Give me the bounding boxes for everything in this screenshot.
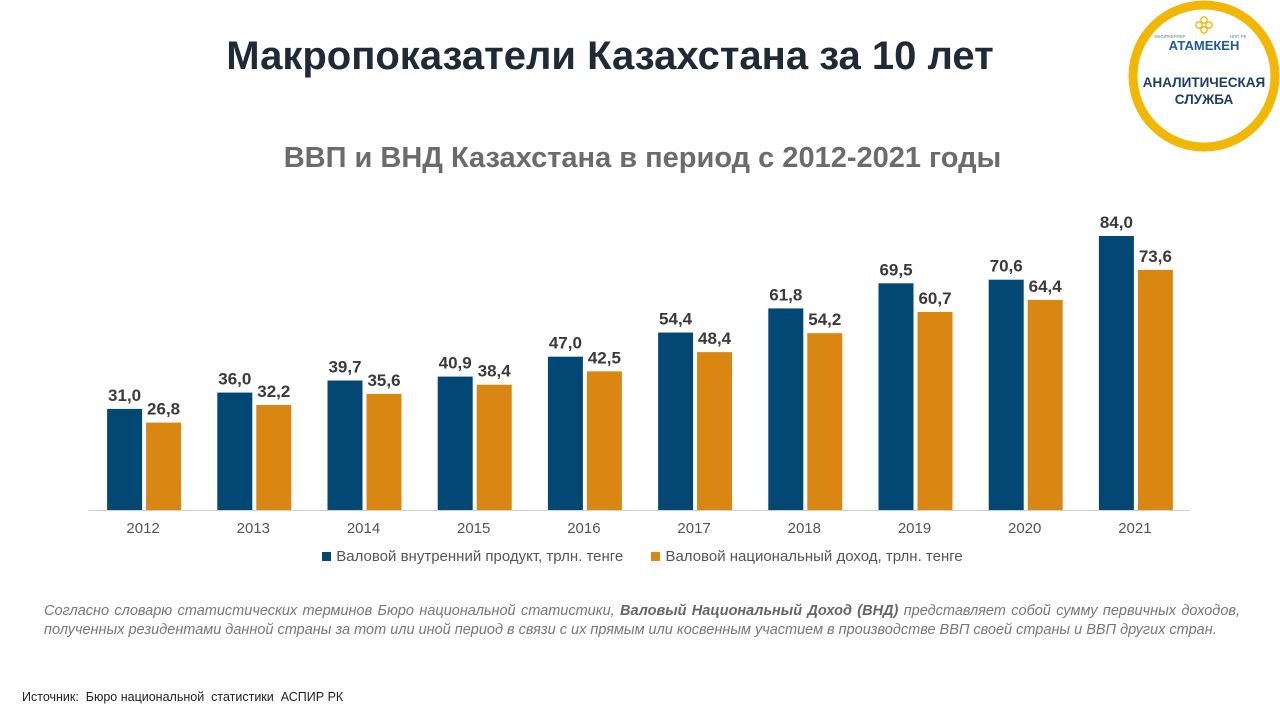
x-tick-label-2014: 2014	[347, 520, 380, 537]
note-part2: представляет собой сумму первичных доход…	[44, 603, 1240, 638]
x-tick-label-2015: 2015	[457, 520, 490, 537]
x-tick-label-2012: 2012	[126, 520, 159, 537]
bar-gdp-2017	[658, 332, 694, 510]
data-label-gni-2013: 32,2	[257, 382, 290, 401]
chart-legend: Валовой внутренний продукт, трлн. тенге …	[0, 548, 1280, 565]
data-label-gdp-2020: 70,6	[990, 257, 1023, 276]
data-label-gdp-2018: 61,8	[769, 285, 802, 304]
data-label-gdp-2014: 39,7	[328, 358, 361, 377]
x-tick-label-2021: 2021	[1118, 520, 1151, 537]
data-label-gdp-2019: 69,5	[879, 260, 912, 279]
logo-ring	[1128, 0, 1280, 152]
bar-gdp-2018	[768, 308, 804, 510]
atameken-logo: КӘСІПКЕРЛЕР НПП РК АТАМЕКЕН АНАЛИТИЧЕСКА…	[1128, 0, 1280, 152]
page-title: Макропоказатели Казахстана за 10 лет	[226, 34, 994, 78]
data-label-gdp-2017: 54,4	[659, 310, 693, 329]
bar-gdp-2021	[1098, 236, 1134, 510]
bar-gni-2020	[1027, 299, 1063, 510]
note-bold-term: Валовый Национальный Доход (ВНД)	[620, 603, 899, 619]
data-label-gni-2016: 42,5	[588, 348, 621, 367]
legend-swatch-gni	[651, 552, 661, 561]
legend-label-gdp: Валовой внутренний продукт, трлн. тенге	[336, 548, 624, 565]
legend-swatch-gdp	[322, 552, 332, 561]
bar-gni-2012	[146, 422, 182, 510]
legend-item-gdp: Валовой внутренний продукт, трлн. тенге	[322, 548, 623, 565]
note-part1: Согласно словарю статистических терминов…	[44, 603, 621, 619]
data-label-gni-2020: 64,4	[1029, 277, 1063, 296]
bar-gdp-2019	[878, 283, 914, 510]
logo-line2: СЛУЖБА	[1175, 92, 1234, 107]
data-label-gdp-2016: 47,0	[549, 334, 582, 353]
bar-gni-2019	[917, 312, 953, 510]
bar-gni-2017	[697, 352, 733, 510]
x-tick-label-2017: 2017	[677, 520, 710, 537]
source-note: Источник: Бюро национальной статистики А…	[22, 690, 344, 704]
bar-gdp-2013	[217, 392, 253, 510]
logo-small-right: НПП РК	[1230, 34, 1247, 39]
bar-gdp-2012	[107, 408, 143, 510]
logo-small-left: КӘСІПКЕРЛЕР	[1154, 34, 1185, 39]
x-tick-label-2018: 2018	[788, 520, 821, 537]
bar-gni-2015	[476, 384, 512, 510]
bar-gdp-2014	[327, 380, 363, 510]
data-label-gni-2021: 73,6	[1139, 247, 1172, 266]
legend-item-gni: Валовой национальный доход, трлн. тенге	[651, 548, 963, 565]
chart-title: ВВП и ВНД Казахстана в период с 2012-202…	[283, 142, 1002, 174]
data-label-gdp-2015: 40,9	[439, 354, 472, 373]
bar-gdp-2016	[547, 356, 583, 510]
bar-gni-2016	[586, 371, 622, 510]
data-label-gni-2019: 60,7	[918, 289, 951, 308]
x-tick-label-2020: 2020	[1008, 520, 1041, 537]
x-tick-label-2016: 2016	[567, 520, 600, 537]
bar-gni-2021	[1137, 269, 1173, 510]
definition-note: Согласно словарю статистических терминов…	[44, 602, 1240, 640]
logo-brand: АТАМЕКЕН	[1169, 38, 1240, 53]
data-label-gni-2018: 54,2	[808, 310, 841, 329]
bar-gni-2014	[366, 393, 402, 510]
bar-gdp-2020	[988, 279, 1024, 510]
data-label-gdp-2021: 84,0	[1100, 213, 1133, 232]
bar-gni-2013	[256, 404, 292, 510]
logo-flower-icon	[1195, 16, 1213, 34]
data-label-gdp-2012: 31,0	[108, 386, 141, 405]
x-tick-label-2019: 2019	[898, 520, 931, 537]
data-label-gni-2017: 48,4	[698, 329, 732, 348]
data-label-gni-2012: 26,8	[147, 400, 180, 419]
bar-gni-2018	[807, 333, 843, 510]
data-label-gni-2015: 38,4	[478, 362, 512, 381]
data-label-gni-2014: 35,6	[367, 371, 400, 390]
legend-label-gni: Валовой национальный доход, трлн. тенге	[665, 548, 963, 565]
bar-gdp-2015	[437, 376, 473, 510]
x-tick-label-2013: 2013	[237, 520, 270, 537]
data-label-gdp-2013: 36,0	[218, 370, 251, 389]
logo-line1: АНАЛИТИЧЕСКАЯ	[1143, 75, 1265, 90]
